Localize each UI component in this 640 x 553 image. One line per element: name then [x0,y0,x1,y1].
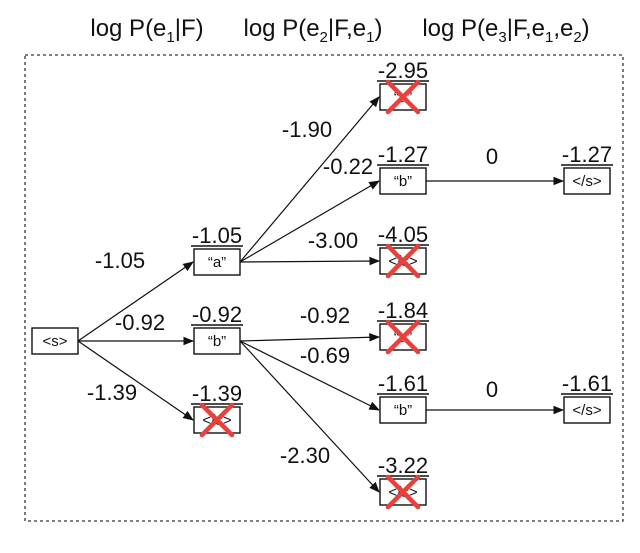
node-box [379,396,427,424]
edge-label-ab-abend: 0 [486,144,498,169]
edge-label-a-ab: -0.22 [323,154,373,179]
edge-root-a [77,261,194,342]
node-box [193,248,241,276]
node-box [379,83,427,111]
edge-root-end1 [77,340,194,421]
node-score: -1.61 [378,371,428,396]
edge-label-root-b: -0.92 [115,310,165,335]
node-aa: “a”-2.95 [377,58,429,115]
node-ba: “a”-1.84 [377,298,429,355]
edge-label-b-ba: -0.92 [300,303,350,328]
edge-label-b-bb: -0.69 [300,343,350,368]
node-box [193,327,241,355]
pruned-x-icon [385,474,421,510]
node-a: “a” -1.05 [191,223,243,276]
edge-a-aend [239,256,381,266]
node-aend: </s>-4.05 [377,222,429,279]
edge-label-bb-bbend: 0 [486,377,498,402]
node-score: -1.27 [378,142,428,167]
node-box [563,167,611,195]
node-label: </s> [572,173,601,190]
edge-a-aa [239,96,380,263]
edge-a-ab [239,180,380,263]
column-header-2: log P(e2|F,e1) [244,15,383,46]
dashed-frame [24,54,624,522]
pruned-x-icon [199,402,235,438]
edge-b-bb [239,340,380,411]
edge-b-bend [239,340,380,493]
pruned-x-icon [385,243,421,279]
node-bbend: </s> -1.61 [561,371,613,424]
node-score: -1.05 [192,223,242,248]
edge-label-a-aend: -3.00 [308,228,358,253]
node-b: “b” -0.92 [191,302,243,355]
node-abend: </s> -1.27 [561,142,613,195]
node-label: </s> [572,402,601,419]
edge-label-b-bend: -2.30 [280,443,330,468]
node-score: -1.61 [562,371,612,396]
column-header-3: log P(e3|F,e1,e2) [422,15,589,46]
node-box [379,323,427,351]
node-score: -1.27 [562,142,612,167]
node-score: -0.92 [192,302,242,327]
node-box [563,396,611,424]
node-ab: “b” -1.27 [377,142,429,195]
node-root: <s> [31,327,79,355]
node-label: “a” [208,254,226,271]
node-box [379,167,427,195]
node-label: “b” [394,402,412,419]
node-end1: </s>-1.39 [191,381,243,438]
edge-label-a-aa: -1.90 [282,117,332,142]
node-score: -1.39 [192,381,242,406]
node-score: -4.05 [378,222,428,247]
node-bb: “b” -1.61 [377,371,429,424]
node-score: -2.95 [378,58,428,83]
edge-label-root-end1: -1.39 [87,380,137,405]
node-label: <s> [42,333,67,350]
pruned-x-icon [385,319,421,355]
node-label: “b” [208,333,226,350]
node-box [31,327,79,355]
pruned-x-icon [385,79,421,115]
edge-label-root-a: -1.05 [95,248,145,273]
edge-b-ba [239,332,381,342]
node-bend: </s>-3.22 [377,453,429,510]
node-label: “b” [394,173,412,190]
node-score: -3.22 [378,453,428,478]
column-header-1: log P(e1|F) [90,15,203,46]
node-score: -1.84 [378,298,428,323]
